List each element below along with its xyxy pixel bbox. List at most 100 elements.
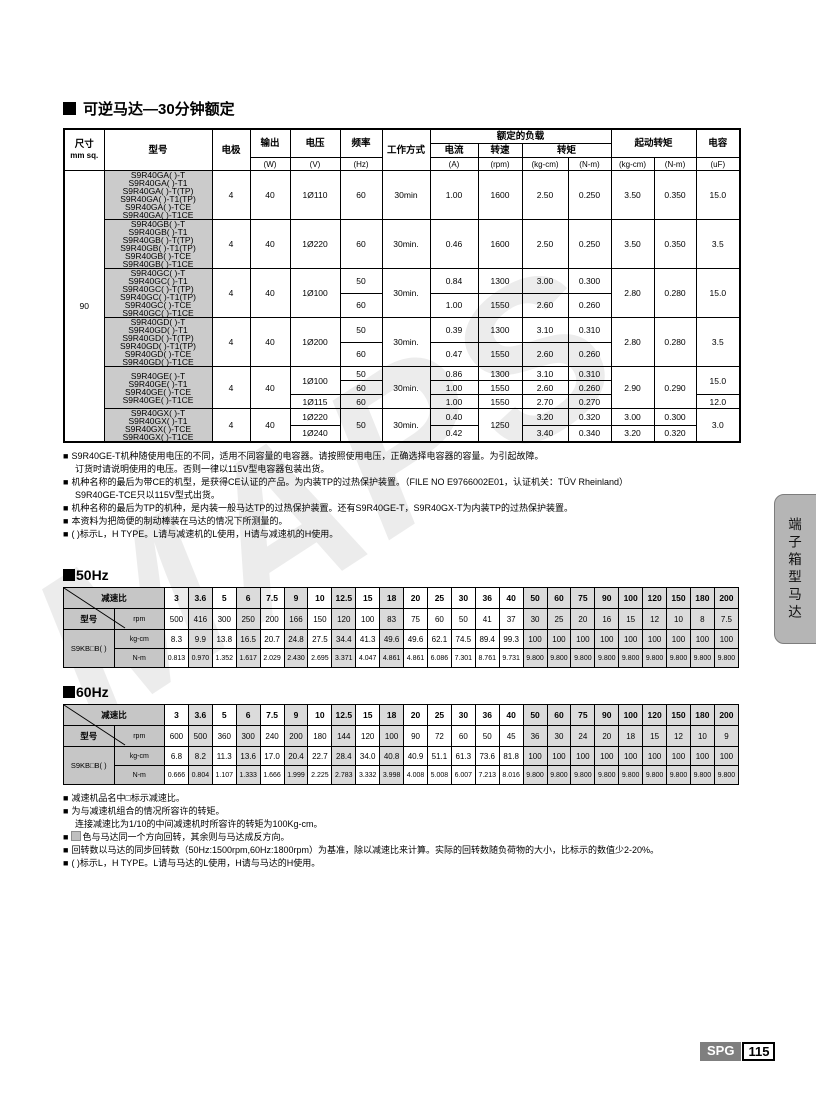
ratio-value: 30 (450, 704, 476, 726)
nm-value: 9.800 (522, 765, 548, 785)
kgcm-value: 34.0 (355, 746, 381, 766)
ratio-value: 40 (498, 704, 524, 726)
spec-cell: 4 (211, 268, 251, 318)
side-index-tab: 端子箱型马达 (774, 494, 816, 644)
rpm-value: 240 (259, 725, 285, 747)
unit-hz: (Hz) (339, 157, 383, 171)
spec-cell: 12.0 (695, 394, 741, 409)
footnote-line: ■ 减速机品名中□标示减速比。 (63, 792, 753, 805)
kgcm-value: 100 (594, 746, 620, 766)
spec-cell: 2.80 (610, 268, 655, 318)
ratio-value: 18 (379, 587, 405, 609)
rpm-value: 500 (187, 725, 213, 747)
spec-cell: 0.310 (567, 366, 612, 381)
kgcm-value: 74.5 (450, 629, 476, 649)
header-poles: 电极 (211, 128, 251, 171)
rpm-value: 150 (307, 608, 333, 630)
footnote-text: 为与减速机组合的情况所容许的转矩。 (71, 806, 225, 816)
nm-value: 2.695 (307, 648, 333, 668)
ratio-value: 40 (498, 587, 524, 609)
rpm-value: 36 (522, 725, 548, 747)
unit-kgcm: (kg-cm) (521, 157, 569, 171)
kgcm-value: 13.6 (235, 746, 261, 766)
ratio-value: 3 (164, 587, 189, 609)
ratio-value: 75 (570, 587, 596, 609)
footnote-text: 机种名称的最后为带CE的机型，是获得CE认证的产品。为内装TP的过热保护装置。（… (71, 477, 629, 487)
spec-cell: 40 (249, 317, 291, 367)
nm-value: 4.008 (403, 765, 428, 785)
kgcm-value: 100 (618, 746, 644, 766)
spec-cell: 30min. (381, 219, 431, 269)
nm-value: 5.008 (426, 765, 452, 785)
spec-cell: 1300 (477, 317, 523, 343)
nm-value: 9.800 (618, 765, 644, 785)
kgcm-value: 24.8 (283, 629, 309, 649)
rpm-value: 144 (331, 725, 357, 747)
rpm-value: 30 (546, 725, 572, 747)
kgcm-value: 100 (713, 629, 740, 649)
spec-cell: 50 (339, 268, 383, 294)
spec-cell: 15.0 (695, 268, 741, 318)
footnote-line: 订货时请说明使用的电压。否则一律以115V型电容器包装出货。 (63, 463, 753, 476)
kgcm-value: 100 (642, 746, 668, 766)
spec-cell: 2.60 (521, 292, 569, 318)
kgcm-value: 100 (713, 746, 740, 766)
spec-cell: 15.0 (695, 170, 741, 220)
spec-cell: 60 (339, 170, 383, 220)
unit-v: (V) (289, 157, 341, 171)
header-rated-load: 额定的负载 (429, 128, 612, 144)
rpm-value: 12 (666, 725, 691, 747)
kgcm-value: 8.2 (187, 746, 213, 766)
footnote-text: 减速机品名中□标示减速比。 (71, 793, 185, 803)
header-frequency: 频率 (339, 128, 383, 158)
spec-cell: 1Ø220 (289, 408, 341, 426)
footnote-line: 连接减速比为1/10的中间减速机时所容许的转矩为100Kg-cm。 (63, 818, 753, 831)
ratio-value: 200 (713, 704, 740, 726)
header-current: 电流 (429, 143, 479, 158)
size-value: 90 (63, 170, 105, 443)
rpm-value: 83 (379, 608, 405, 630)
rpm-value: 24 (570, 725, 596, 747)
spec-cell: 0.280 (653, 268, 697, 318)
ratio-value: 50 (522, 704, 548, 726)
spec-cell: 0.47 (429, 341, 479, 367)
spec-cell: 3.0 (695, 408, 741, 443)
rpm-value: 15 (642, 725, 668, 747)
page-footer: SPG 115 (700, 1042, 776, 1061)
spec-cell: 50 (339, 317, 383, 343)
spec-cell: 0.84 (429, 268, 479, 294)
spec-cell: 0.280 (653, 317, 697, 367)
ratio-value: 3.6 (187, 587, 213, 609)
rpm-label: rpm (113, 608, 165, 630)
kgcm-value: 89.4 (474, 629, 500, 649)
ratio-value: 15 (355, 704, 381, 726)
spec-cell: 1Ø115 (289, 394, 341, 409)
page-title: 可逆马达—30分钟额定 (63, 98, 753, 119)
rpm-value: 25 (546, 608, 572, 630)
ratio-value: 25 (426, 587, 452, 609)
spec-cell: 1600 (477, 219, 523, 269)
rpm-value: 120 (355, 725, 381, 747)
ratio-value: 12.5 (331, 587, 357, 609)
header-start-torque: 起动转矩 (610, 128, 697, 158)
spec-cell: 30min. (381, 366, 431, 409)
rpm-value: 300 (211, 608, 237, 630)
footnote-line: ■ S9R40GE-T机种随使用电压的不同，适用不同容量的电容器。请按照使用电压，… (63, 450, 753, 463)
spec-cell: 1600 (477, 170, 523, 220)
header-model: 型号 (103, 128, 213, 171)
spec-cell: 1Ø200 (289, 317, 341, 367)
spec-cell: 4 (211, 219, 251, 269)
spec-cell: 3.5 (695, 219, 741, 269)
spec-cell: 0.42 (429, 424, 479, 443)
kgcm-value: 40.9 (403, 746, 428, 766)
gear-section-50hz: 50Hz 减速比 3 3.6 5 6 7.5 9 10 12.5 15 18 20 25 30 36 40 50… (63, 567, 753, 668)
footnote-text: ( )标示L，H TYPE。L请与减速机的L使用，H请与减速机的H使用。 (71, 529, 339, 539)
kgcm-value: 40.8 (379, 746, 405, 766)
kgcm-value: 100 (666, 746, 691, 766)
spec-cell: 40 (249, 268, 291, 318)
spec-cell: 2.70 (521, 394, 569, 409)
spec-cell: 1Ø100 (289, 268, 341, 318)
header-duty: 工作方式 (381, 128, 431, 171)
footnote-line: ■ 回转数以马达的同步回转数（50Hz:1500rpm,60Hz:1800rpm）… (63, 844, 753, 857)
footnote-line: ■ 机种名称的最后为TP的机种，是内装一般马达TP的过热保护装置。还有S9R40G… (63, 502, 753, 515)
